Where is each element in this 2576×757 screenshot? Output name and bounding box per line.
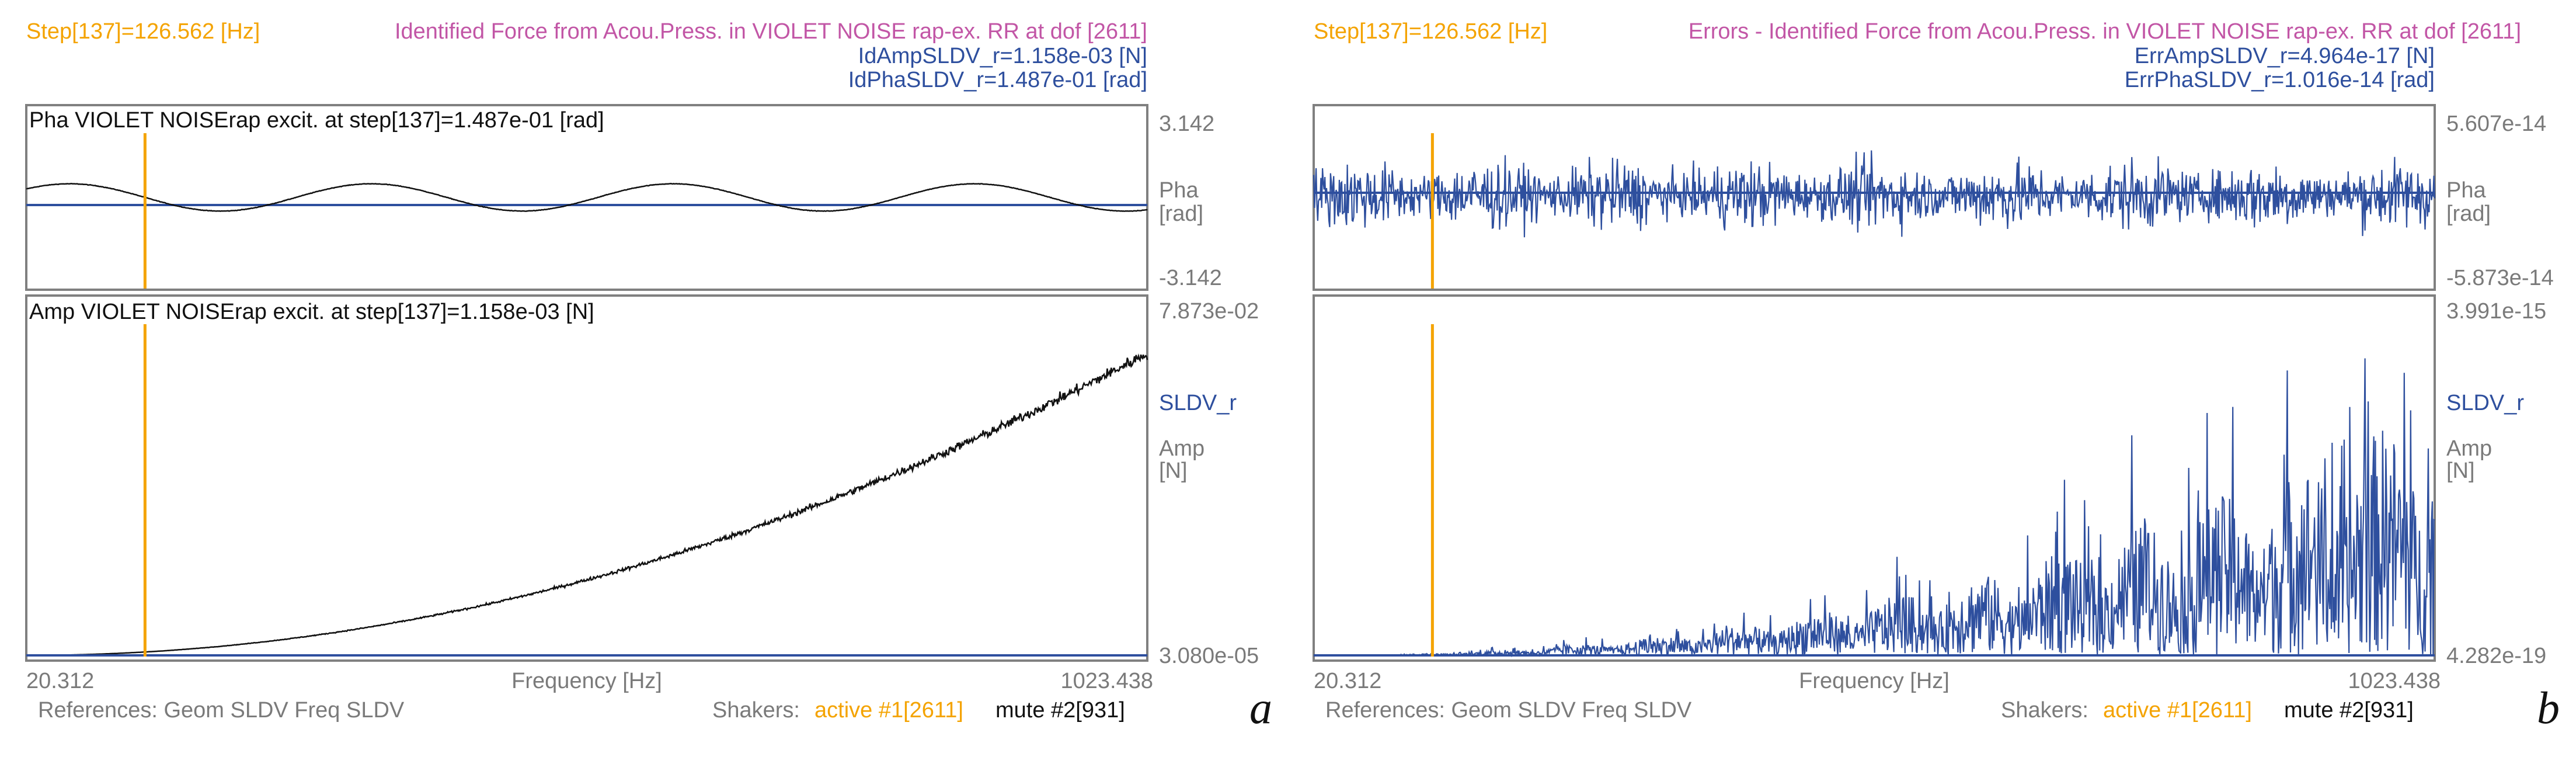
amp-series-legend: SLDV_r bbox=[2446, 391, 2524, 415]
shakers-label: Shakers: bbox=[2001, 698, 2088, 723]
shaker-mute-label: mute #2[931] bbox=[2284, 698, 2414, 723]
pha-y-min-label: -5.873e-14 bbox=[2446, 266, 2554, 290]
x-end-label: 1023.438 bbox=[2348, 669, 2441, 693]
legend-amp: IdAmpSLDV_r=1.158e-03 [N] bbox=[858, 44, 1147, 68]
amp-plot-frame bbox=[25, 294, 1148, 662]
pha-y-label: Pha bbox=[2446, 178, 2486, 203]
pha-y-max-label: 3.142 bbox=[1159, 112, 1214, 136]
pha-y-max-label: 5.607e-14 bbox=[2446, 112, 2546, 136]
step-label: Step[137]=126.562 [Hz] bbox=[26, 19, 260, 44]
panel-letter: b bbox=[2537, 682, 2560, 733]
x-axis-label: Frequency [Hz] bbox=[1799, 669, 1950, 693]
amp-series-line bbox=[26, 353, 1148, 657]
amp-y-label: Amp bbox=[1159, 436, 1205, 461]
x-start-label: 20.312 bbox=[26, 669, 94, 693]
amp-y-min-label: 4.282e-19 bbox=[2446, 644, 2546, 668]
panel-a: Step[137]=126.562 [Hz] Identified Force … bbox=[25, 19, 1272, 733]
pha-y-label: Pha bbox=[1159, 178, 1199, 203]
pha-plot-frame bbox=[25, 104, 1148, 291]
pha-y-min-label: -3.142 bbox=[1159, 266, 1222, 290]
legend-pha: IdPhaSLDV_r=1.487e-01 [rad] bbox=[848, 68, 1147, 92]
pha-series-line bbox=[26, 182, 1148, 212]
panel-b: Step[137]=126.562 [Hz] Errors - Identifi… bbox=[1313, 19, 2560, 733]
shaker-mute-label: mute #2[931] bbox=[995, 698, 1125, 723]
amp-y-unit: [N] bbox=[1159, 459, 1188, 483]
amp-plot-frame bbox=[1313, 294, 2436, 662]
legend-amp: ErrAmpSLDV_r=4.964e-17 [N] bbox=[2135, 44, 2435, 68]
step-label: Step[137]=126.562 [Hz] bbox=[1314, 19, 1547, 44]
x-end-label: 1023.438 bbox=[1061, 669, 1154, 693]
amp-y-max-label: 7.873e-02 bbox=[1159, 299, 1259, 324]
chart-title: Errors - Identified Force from Acou.Pres… bbox=[1689, 19, 2521, 44]
amp-y-max-label: 3.991e-15 bbox=[2446, 299, 2546, 324]
x-start-label: 20.312 bbox=[1314, 669, 1381, 693]
shaker-active-label: active #1[2611] bbox=[2103, 698, 2252, 723]
chart-title: Identified Force from Acou.Press. in VIO… bbox=[395, 19, 1147, 44]
shakers-label: Shakers: bbox=[712, 698, 800, 723]
pha-y-unit: [rad] bbox=[1159, 202, 1203, 226]
legend-pha: ErrPhaSLDV_r=1.016e-14 [rad] bbox=[2125, 68, 2435, 92]
pha-plot-title: Pha VIOLET NOISErap excit. at step[137]=… bbox=[29, 108, 604, 133]
amp-y-label: Amp bbox=[2446, 436, 2492, 461]
shaker-active-label: active #1[2611] bbox=[814, 698, 963, 723]
references-label: References: Geom SLDV Freq SLDV bbox=[38, 698, 405, 723]
references-label: References: Geom SLDV Freq SLDV bbox=[1325, 698, 1692, 723]
amp-y-min-label: 3.080e-05 bbox=[1159, 644, 1259, 668]
amp-series-line bbox=[1314, 358, 2435, 658]
amp-series-legend: SLDV_r bbox=[1159, 391, 1237, 415]
amp-y-unit: [N] bbox=[2446, 459, 2475, 483]
pha-y-unit: [rad] bbox=[2446, 202, 2491, 226]
amp-plot-title: Amp VIOLET NOISErap excit. at step[137]=… bbox=[29, 300, 594, 324]
panel-letter: a bbox=[1249, 682, 1272, 733]
x-axis-label: Frequency [Hz] bbox=[511, 669, 662, 693]
